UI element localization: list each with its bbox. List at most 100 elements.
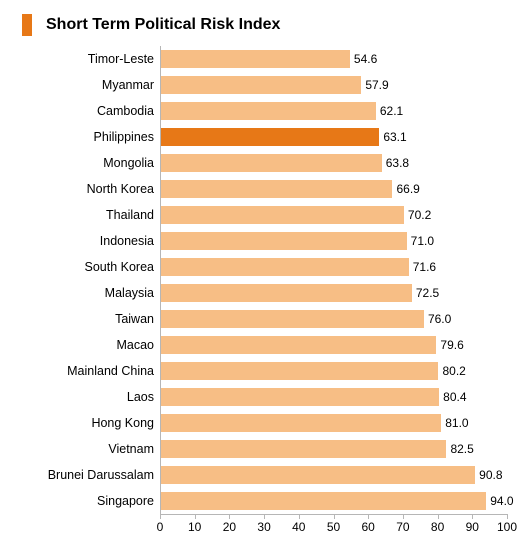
category-label: Laos [22, 390, 160, 404]
bar-row: Mongolia63.8 [22, 150, 507, 176]
bar [161, 336, 436, 354]
x-tick-label: 0 [157, 520, 164, 534]
bar-value-label: 66.9 [396, 182, 419, 196]
bar [161, 414, 441, 432]
bar-track: 70.2 [160, 202, 507, 228]
category-label: South Korea [22, 260, 160, 274]
bar [161, 102, 376, 120]
bar-row: Cambodia 62.1 [22, 98, 507, 124]
x-axis-plot: 0102030405060708090100 [160, 514, 507, 538]
bar-row: Brunei Darussalam 90.8 [22, 462, 507, 488]
category-label: Mainland China [22, 364, 160, 378]
x-tick-label: 80 [431, 520, 444, 534]
category-label: Macao [22, 338, 160, 352]
x-tick-label: 10 [188, 520, 201, 534]
x-tick-mark [403, 514, 404, 519]
x-tick-label: 50 [327, 520, 340, 534]
bar-row: Mainland China 80.2 [22, 358, 507, 384]
bar-value-label: 94.0 [490, 494, 513, 508]
bar-row: Laos80.4 [22, 384, 507, 410]
x-tick-mark [160, 514, 161, 519]
bar-value-label: 70.2 [408, 208, 431, 222]
bar-value-label: 57.9 [365, 78, 388, 92]
category-label: Singapore [22, 494, 160, 508]
x-tick-mark [229, 514, 230, 519]
bar-track: 82.5 [160, 436, 507, 462]
bar-track: 57.9 [160, 72, 507, 98]
category-label: Malaysia [22, 286, 160, 300]
bar [161, 284, 412, 302]
x-tick-label: 90 [466, 520, 479, 534]
bar-track: 66.9 [160, 176, 507, 202]
bar-value-label: 71.6 [413, 260, 436, 274]
chart-container: Short Term Political Risk Index Timor-Le… [0, 0, 529, 544]
bar-row: Vietnam 82.5 [22, 436, 507, 462]
bar-value-label: 63.8 [386, 156, 409, 170]
bar-row: Indonesia 71.0 [22, 228, 507, 254]
bar-row: Hong Kong81.0 [22, 410, 507, 436]
x-tick-mark [472, 514, 473, 519]
bar [161, 206, 404, 224]
category-label: Philippines [22, 130, 160, 144]
bar-row: Singapore94.0 [22, 488, 507, 514]
chart-plot-area: Timor-Leste54.6Myanmar57.9Cambodia62.1Ph… [22, 46, 507, 514]
bar [161, 310, 424, 328]
bar-row: South Korea 71.6 [22, 254, 507, 280]
bar-track: 79.6 [160, 332, 507, 358]
bar-value-label: 90.8 [479, 468, 502, 482]
bar-row: Thailand 70.2 [22, 202, 507, 228]
category-label: Hong Kong [22, 416, 160, 430]
bar-row: Taiwan76.0 [22, 306, 507, 332]
bar-track: 71.6 [160, 254, 507, 280]
x-tick-label: 70 [396, 520, 409, 534]
category-label: North Korea [22, 182, 160, 196]
x-tick-label: 100 [497, 520, 517, 534]
bar-value-label: 79.6 [440, 338, 463, 352]
x-axis: 0102030405060708090100 [22, 514, 507, 538]
category-label: Vietnam [22, 442, 160, 456]
bar-value-label: 72.5 [416, 286, 439, 300]
x-tick-mark [507, 514, 508, 519]
bar-track: 54.6 [160, 46, 507, 72]
bar-value-label: 63.1 [383, 130, 406, 144]
chart-header: Short Term Political Risk Index [22, 14, 507, 36]
accent-block-icon [22, 14, 32, 36]
category-label: Brunei Darussalam [22, 468, 160, 482]
bar-value-label: 80.2 [442, 364, 465, 378]
x-tick-mark [299, 514, 300, 519]
bar-track: 80.4 [160, 384, 507, 410]
chart-title: Short Term Political Risk Index [46, 16, 280, 34]
bar-row: Timor-Leste54.6 [22, 46, 507, 72]
category-label: Timor-Leste [22, 52, 160, 66]
bar-value-label: 62.1 [380, 104, 403, 118]
bar-row: Philippines 63.1 [22, 124, 507, 150]
category-label: Thailand [22, 208, 160, 222]
bar-highlight [161, 128, 379, 146]
bar-value-label: 71.0 [411, 234, 434, 248]
bar [161, 492, 486, 510]
bar-row: North Korea 66.9 [22, 176, 507, 202]
bar-track: 80.2 [160, 358, 507, 384]
bar [161, 50, 350, 68]
bar-row: Myanmar 57.9 [22, 72, 507, 98]
bar [161, 180, 392, 198]
x-tick-mark [195, 514, 196, 519]
bar-track: 62.1 [160, 98, 507, 124]
bar [161, 362, 438, 380]
bar [161, 232, 407, 250]
category-label: Myanmar [22, 78, 160, 92]
bar-track: 63.8 [160, 150, 507, 176]
bar-value-label: 82.5 [450, 442, 473, 456]
bar [161, 440, 446, 458]
x-tick-label: 60 [362, 520, 375, 534]
x-tick-mark [368, 514, 369, 519]
x-tick-label: 30 [257, 520, 270, 534]
x-tick-label: 20 [223, 520, 236, 534]
category-label: Indonesia [22, 234, 160, 248]
bar-track: 81.0 [160, 410, 507, 436]
bar [161, 258, 409, 276]
bar-track: 90.8 [160, 462, 507, 488]
bar-track: 94.0 [160, 488, 507, 514]
bar [161, 154, 382, 172]
category-label: Cambodia [22, 104, 160, 118]
